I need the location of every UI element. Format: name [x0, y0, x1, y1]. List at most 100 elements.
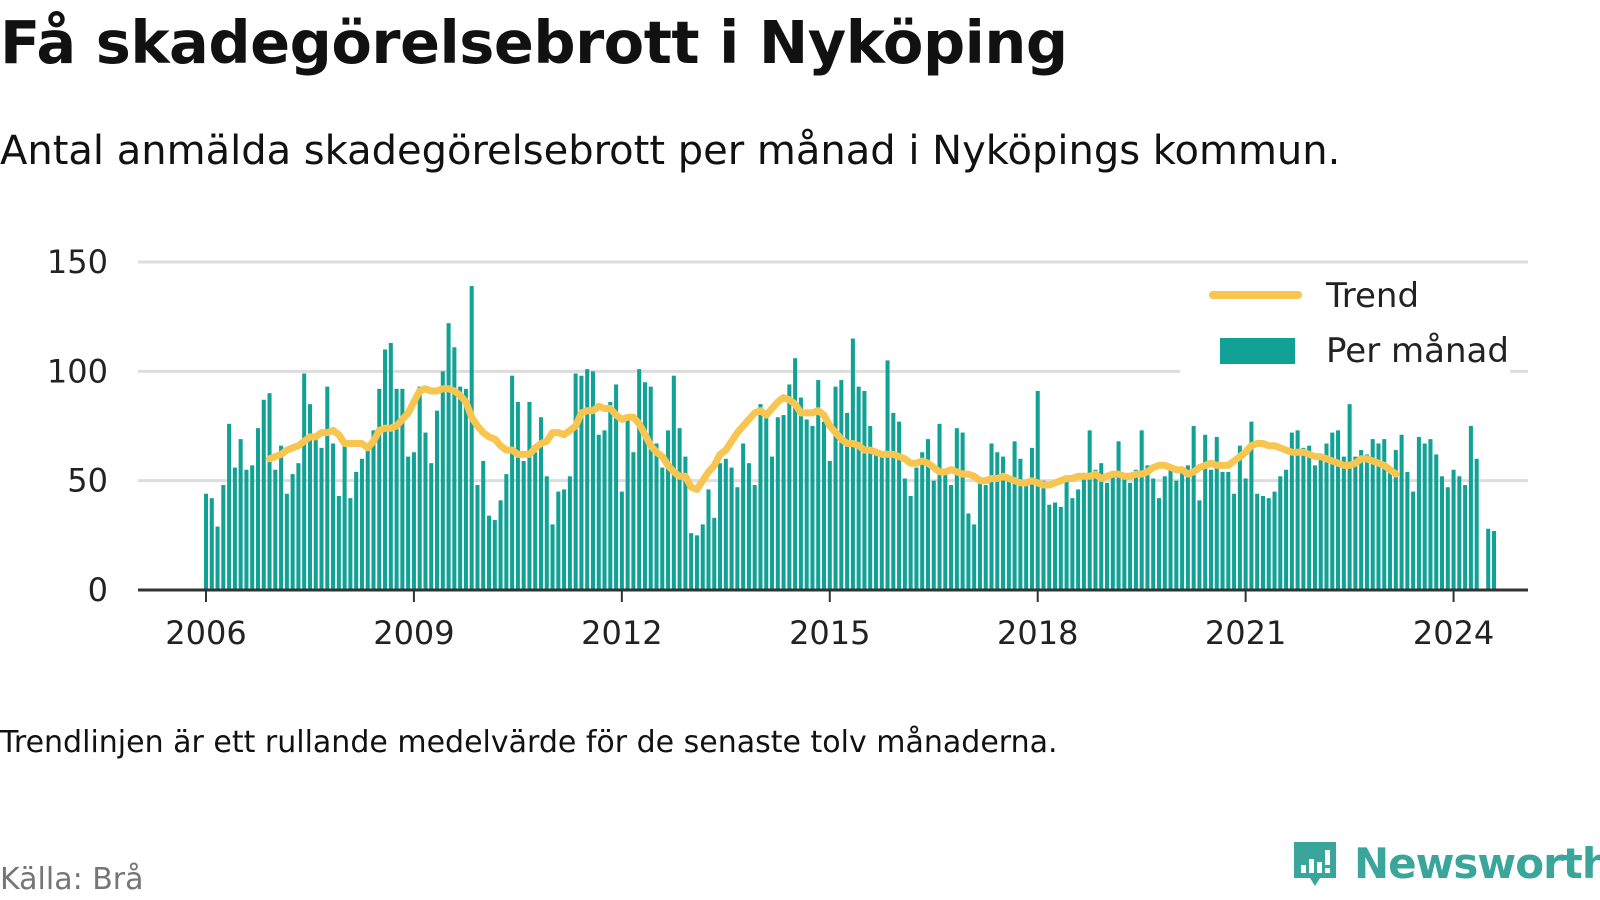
bar	[510, 375, 515, 590]
bar	[1330, 432, 1335, 590]
bar	[1474, 458, 1479, 590]
bar	[862, 391, 867, 590]
bar	[1318, 458, 1323, 590]
bar	[319, 447, 324, 590]
bar	[579, 375, 584, 590]
bar	[1411, 491, 1416, 590]
bar	[885, 360, 890, 590]
x-tick-label: 2018	[997, 614, 1078, 652]
bar	[1278, 476, 1283, 590]
bar	[694, 535, 699, 590]
bar	[567, 476, 572, 590]
bar	[1457, 476, 1462, 590]
bar	[1110, 474, 1115, 590]
bar	[879, 454, 884, 590]
bar	[261, 399, 266, 590]
bar	[1047, 504, 1052, 590]
bar	[631, 452, 636, 590]
bar	[625, 419, 630, 590]
bar	[995, 452, 1000, 590]
bar	[359, 458, 364, 590]
bar	[1081, 476, 1086, 590]
bar	[1272, 491, 1277, 590]
bar	[417, 386, 422, 590]
bar	[868, 426, 873, 590]
bar	[348, 498, 353, 590]
bar-series	[203, 286, 1497, 590]
bar	[1018, 458, 1023, 590]
bar	[1024, 485, 1029, 590]
bar	[787, 384, 792, 590]
bar	[608, 401, 613, 590]
bar	[671, 375, 676, 590]
bar	[203, 493, 209, 590]
bar	[1249, 421, 1254, 590]
bar	[648, 386, 653, 590]
bar	[221, 485, 226, 590]
bar	[1399, 434, 1404, 590]
bar	[845, 412, 850, 590]
bar	[619, 491, 624, 590]
bar	[400, 388, 405, 590]
y-tick-label: 50	[67, 462, 108, 500]
bar	[1035, 391, 1040, 590]
y-axis-labels: 0 50 100 150	[47, 243, 108, 609]
bar	[1341, 456, 1346, 590]
bar	[527, 401, 532, 590]
bar	[1445, 487, 1450, 590]
legend-bar-swatch	[1220, 338, 1295, 364]
bar	[1347, 404, 1352, 590]
bar	[371, 430, 376, 590]
bar	[440, 371, 445, 590]
bar	[1405, 471, 1410, 590]
bar	[1486, 528, 1491, 590]
bar	[1087, 430, 1092, 590]
y-tick-label: 0	[88, 571, 108, 609]
bar	[1006, 478, 1011, 590]
bar	[209, 498, 214, 590]
bar	[458, 386, 463, 590]
bar	[827, 460, 832, 590]
bar	[550, 524, 555, 590]
bar	[435, 410, 440, 590]
bar	[770, 456, 775, 590]
bar	[1422, 443, 1427, 590]
bar	[515, 401, 520, 590]
bar	[325, 386, 330, 590]
bar	[1289, 432, 1294, 590]
bar	[833, 386, 838, 590]
bar	[1440, 476, 1445, 590]
bar	[654, 443, 659, 590]
bar	[660, 467, 665, 590]
bar	[908, 495, 913, 590]
newsworthy-logo: Newsworthy	[1290, 838, 1600, 888]
bar	[966, 513, 971, 590]
bar	[284, 493, 289, 590]
bar	[1185, 465, 1190, 590]
bar	[238, 439, 243, 590]
bar	[925, 439, 930, 590]
bar	[735, 487, 740, 590]
bar	[718, 463, 723, 590]
bar	[850, 338, 855, 590]
bar	[891, 412, 896, 590]
bar	[821, 421, 827, 590]
bar	[290, 474, 295, 590]
bar	[1370, 439, 1375, 590]
bar	[983, 485, 988, 590]
bar	[1301, 447, 1306, 590]
bar	[452, 347, 457, 590]
bar	[683, 456, 688, 590]
bar	[723, 458, 728, 590]
bar	[1468, 426, 1473, 590]
bar	[1133, 469, 1138, 590]
bar	[521, 460, 526, 590]
bar	[1491, 530, 1497, 590]
bar	[666, 430, 671, 590]
bar	[914, 467, 919, 590]
bar	[1012, 441, 1017, 590]
bar	[1243, 478, 1248, 590]
bar	[873, 454, 879, 590]
bar	[1099, 463, 1104, 590]
bar	[354, 471, 359, 590]
